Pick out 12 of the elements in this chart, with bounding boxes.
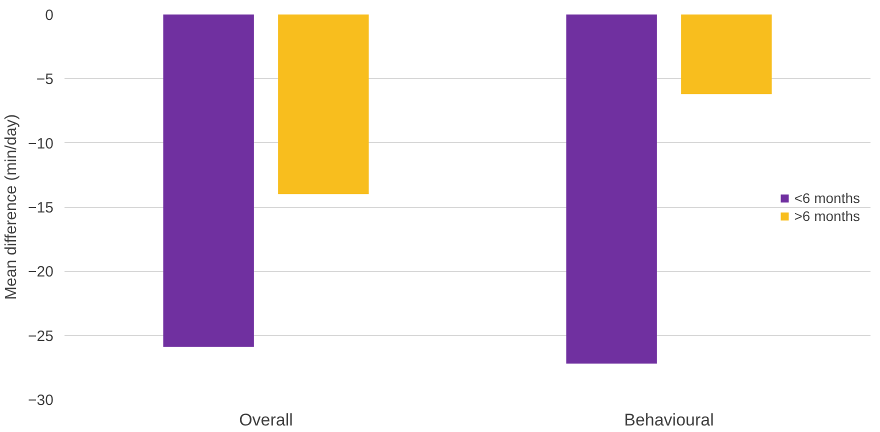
x-tick-label: Behavioural — [624, 410, 714, 430]
y-tick-label: −20 — [28, 264, 54, 281]
y-axis-title: Mean difference (min/day) — [3, 114, 20, 300]
y-tick-label: −5 — [36, 71, 54, 88]
y-tick-label: −25 — [28, 328, 54, 345]
y-tick-label: 0 — [45, 7, 54, 24]
y-tick-label: −15 — [28, 200, 54, 216]
y-tick-label: −10 — [28, 135, 54, 152]
legend-label: <6 months — [794, 190, 860, 206]
legend-label: >6 months — [794, 208, 860, 224]
x-tick-label: Overall — [239, 410, 293, 430]
y-tick-label: −30 — [28, 392, 54, 409]
